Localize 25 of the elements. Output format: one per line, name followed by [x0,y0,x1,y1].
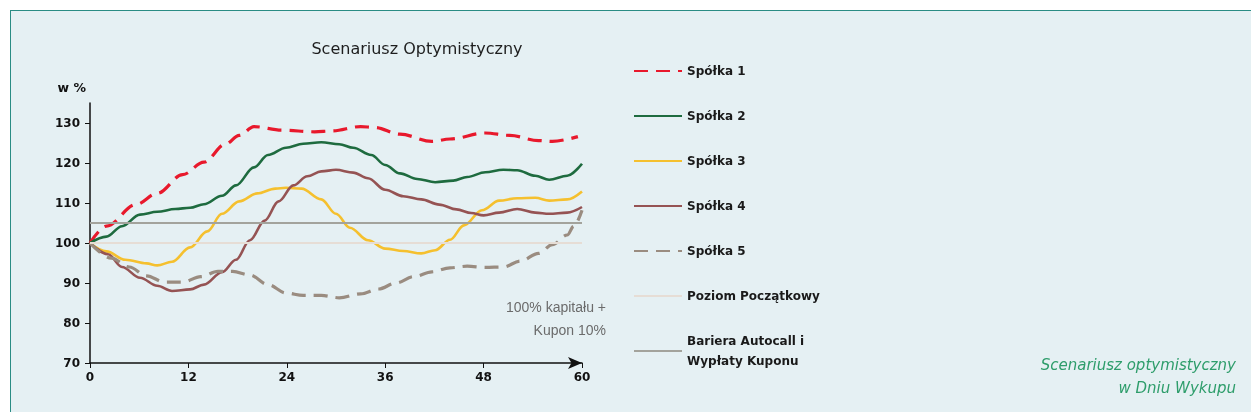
legend-label: Spółka 1 [687,64,746,78]
y-tick-label: 80 [63,316,80,330]
text: Scenariusz optymistyczny w Dniu Wykupu [1039,355,1236,399]
legend-label: Poziom Początkowy [687,289,821,303]
x-tick-label: 0 [85,370,95,384]
x-tick-label: 48 [475,370,492,384]
annotation: 100% kapitału + Kupon 10% [504,298,606,340]
y-axis-title: w % [57,80,87,95]
y-tick-label: 130 [54,116,80,130]
legend-label: Spółka 4 [687,199,746,213]
x-tick-label: 36 [376,370,394,384]
legend-label: Spółka 5 [687,244,746,258]
legend-label: Spółka 2 [687,109,746,123]
x-tick-label: 60 [573,370,591,384]
x-tick-label: 12 [180,370,197,384]
y-tick-label: 110 [54,196,80,210]
y-tick-label: 100 [54,236,80,250]
y-tick-label: 120 [54,156,80,170]
y-tick-label: 90 [63,276,80,290]
legend-label: Spółka 3 [687,154,746,168]
legend-label: Bariera Autocall i Wypłaty Kuponu [687,334,809,368]
y-tick-label: 70 [63,356,80,370]
line-series [88,208,584,300]
x-tick-label: 24 [278,370,296,384]
chart-title: Scenariusz Optymistyczny [311,38,523,58]
